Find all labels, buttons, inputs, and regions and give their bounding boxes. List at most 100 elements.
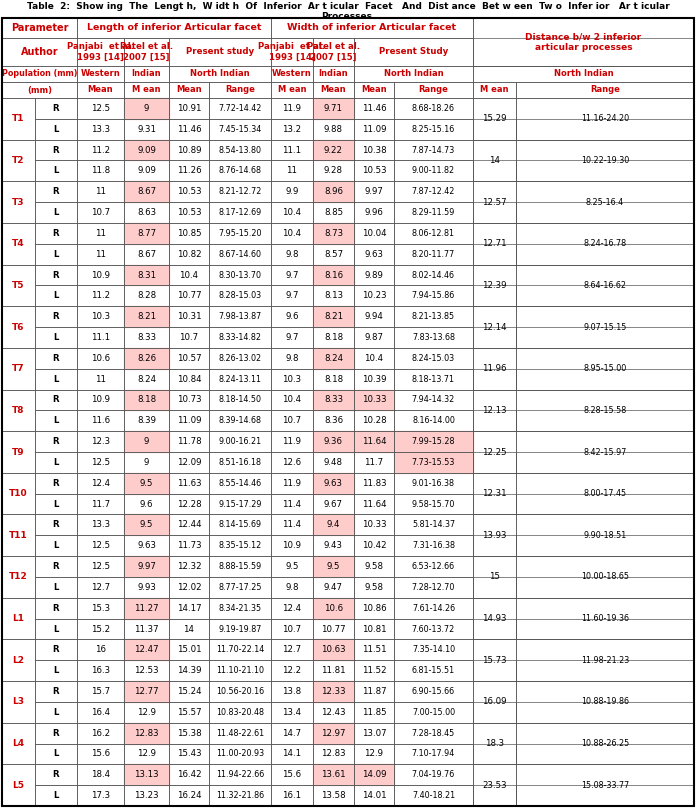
- Text: 10.73: 10.73: [177, 395, 201, 405]
- Bar: [354, 743, 394, 764]
- Text: 10.82: 10.82: [177, 250, 201, 259]
- Bar: [2, 431, 35, 473]
- Bar: [124, 764, 169, 785]
- Bar: [77, 494, 124, 515]
- Bar: [313, 264, 354, 285]
- Bar: [516, 431, 694, 473]
- Bar: [313, 181, 354, 202]
- Text: 10.31: 10.31: [177, 312, 201, 321]
- Text: 14.93: 14.93: [482, 614, 507, 623]
- Bar: [124, 639, 169, 660]
- Text: R: R: [53, 478, 59, 488]
- Text: Panjabi  et al.
1993 [14]: Panjabi et al. 1993 [14]: [67, 42, 134, 61]
- Text: T11: T11: [9, 531, 28, 540]
- Text: L1: L1: [13, 614, 24, 623]
- Bar: [354, 764, 394, 785]
- Text: 8.77-17.25: 8.77-17.25: [219, 583, 262, 591]
- Bar: [77, 38, 124, 66]
- Bar: [313, 598, 354, 619]
- Text: 10.4: 10.4: [283, 395, 301, 405]
- Bar: [77, 18, 271, 38]
- Text: 8.06-12.81: 8.06-12.81: [412, 229, 455, 238]
- Text: Present study: Present study: [186, 48, 254, 57]
- Bar: [77, 98, 124, 119]
- Text: 9.88: 9.88: [324, 124, 343, 134]
- Bar: [124, 515, 169, 535]
- Bar: [209, 494, 271, 515]
- Bar: [124, 598, 169, 619]
- Text: 13.2: 13.2: [283, 124, 301, 134]
- Bar: [313, 306, 354, 327]
- Text: T9: T9: [13, 448, 25, 457]
- Text: Patel et al.
2007 [15]: Patel et al. 2007 [15]: [307, 42, 360, 61]
- Text: 8.18: 8.18: [324, 333, 343, 342]
- Bar: [35, 202, 77, 223]
- Text: 10.4: 10.4: [283, 229, 301, 238]
- Bar: [473, 743, 516, 764]
- Bar: [209, 515, 271, 535]
- Bar: [169, 82, 209, 98]
- Bar: [313, 431, 354, 452]
- Text: 9.67: 9.67: [324, 499, 343, 508]
- Text: 7.45-15.34: 7.45-15.34: [219, 124, 262, 134]
- Text: 10.53: 10.53: [177, 208, 201, 217]
- Text: 18.3: 18.3: [485, 739, 504, 748]
- Text: L: L: [54, 166, 58, 175]
- Bar: [209, 431, 271, 452]
- Text: 16.4: 16.4: [91, 708, 110, 717]
- Bar: [35, 494, 77, 515]
- Text: 12.53: 12.53: [134, 666, 159, 675]
- Text: R: R: [53, 271, 59, 280]
- Text: 10.7: 10.7: [91, 208, 110, 217]
- Text: 8.18-14.50: 8.18-14.50: [219, 395, 262, 405]
- Text: 9.63: 9.63: [365, 250, 383, 259]
- Bar: [473, 722, 516, 764]
- Bar: [313, 702, 354, 722]
- Text: 8.34-21.35: 8.34-21.35: [219, 604, 262, 612]
- Bar: [169, 639, 209, 660]
- Bar: [516, 452, 694, 473]
- Text: 16: 16: [95, 646, 106, 654]
- Text: 8.42-15.97: 8.42-15.97: [583, 448, 626, 457]
- Bar: [77, 368, 124, 389]
- Text: 10.56-20.16: 10.56-20.16: [216, 687, 264, 696]
- Text: 11.64: 11.64: [362, 499, 386, 508]
- Bar: [516, 181, 694, 223]
- Text: 12.32: 12.32: [177, 562, 201, 571]
- Text: 12.31: 12.31: [482, 489, 507, 499]
- Bar: [2, 98, 35, 140]
- Bar: [209, 598, 271, 619]
- Bar: [35, 515, 77, 535]
- Text: 10.22-19.30: 10.22-19.30: [581, 156, 629, 165]
- Text: 15.6: 15.6: [283, 770, 301, 779]
- Bar: [209, 556, 271, 577]
- Bar: [124, 619, 169, 639]
- Bar: [77, 660, 124, 681]
- Bar: [313, 556, 354, 577]
- Bar: [124, 161, 169, 181]
- Text: 8.33-14.82: 8.33-14.82: [219, 333, 262, 342]
- Bar: [209, 327, 271, 348]
- Text: L: L: [54, 375, 58, 384]
- Bar: [313, 431, 354, 452]
- Text: 9.58: 9.58: [365, 583, 383, 591]
- Bar: [394, 223, 473, 244]
- Bar: [124, 452, 169, 473]
- Text: 11.09: 11.09: [362, 124, 386, 134]
- Bar: [77, 764, 124, 785]
- Text: 7.00-15.00: 7.00-15.00: [412, 708, 455, 717]
- Text: 8.28-15.58: 8.28-15.58: [583, 406, 626, 415]
- Bar: [124, 681, 169, 702]
- Bar: [516, 202, 694, 223]
- Bar: [35, 140, 77, 161]
- Text: 8.18: 8.18: [324, 375, 343, 384]
- Text: 6.53-12.66: 6.53-12.66: [412, 562, 455, 571]
- Text: 11: 11: [95, 229, 106, 238]
- Bar: [209, 743, 271, 764]
- Bar: [209, 161, 271, 181]
- Bar: [354, 348, 394, 368]
- Bar: [313, 598, 354, 619]
- Bar: [169, 348, 209, 368]
- Text: 11.81: 11.81: [321, 666, 346, 675]
- Text: 8.20-11.77: 8.20-11.77: [412, 250, 455, 259]
